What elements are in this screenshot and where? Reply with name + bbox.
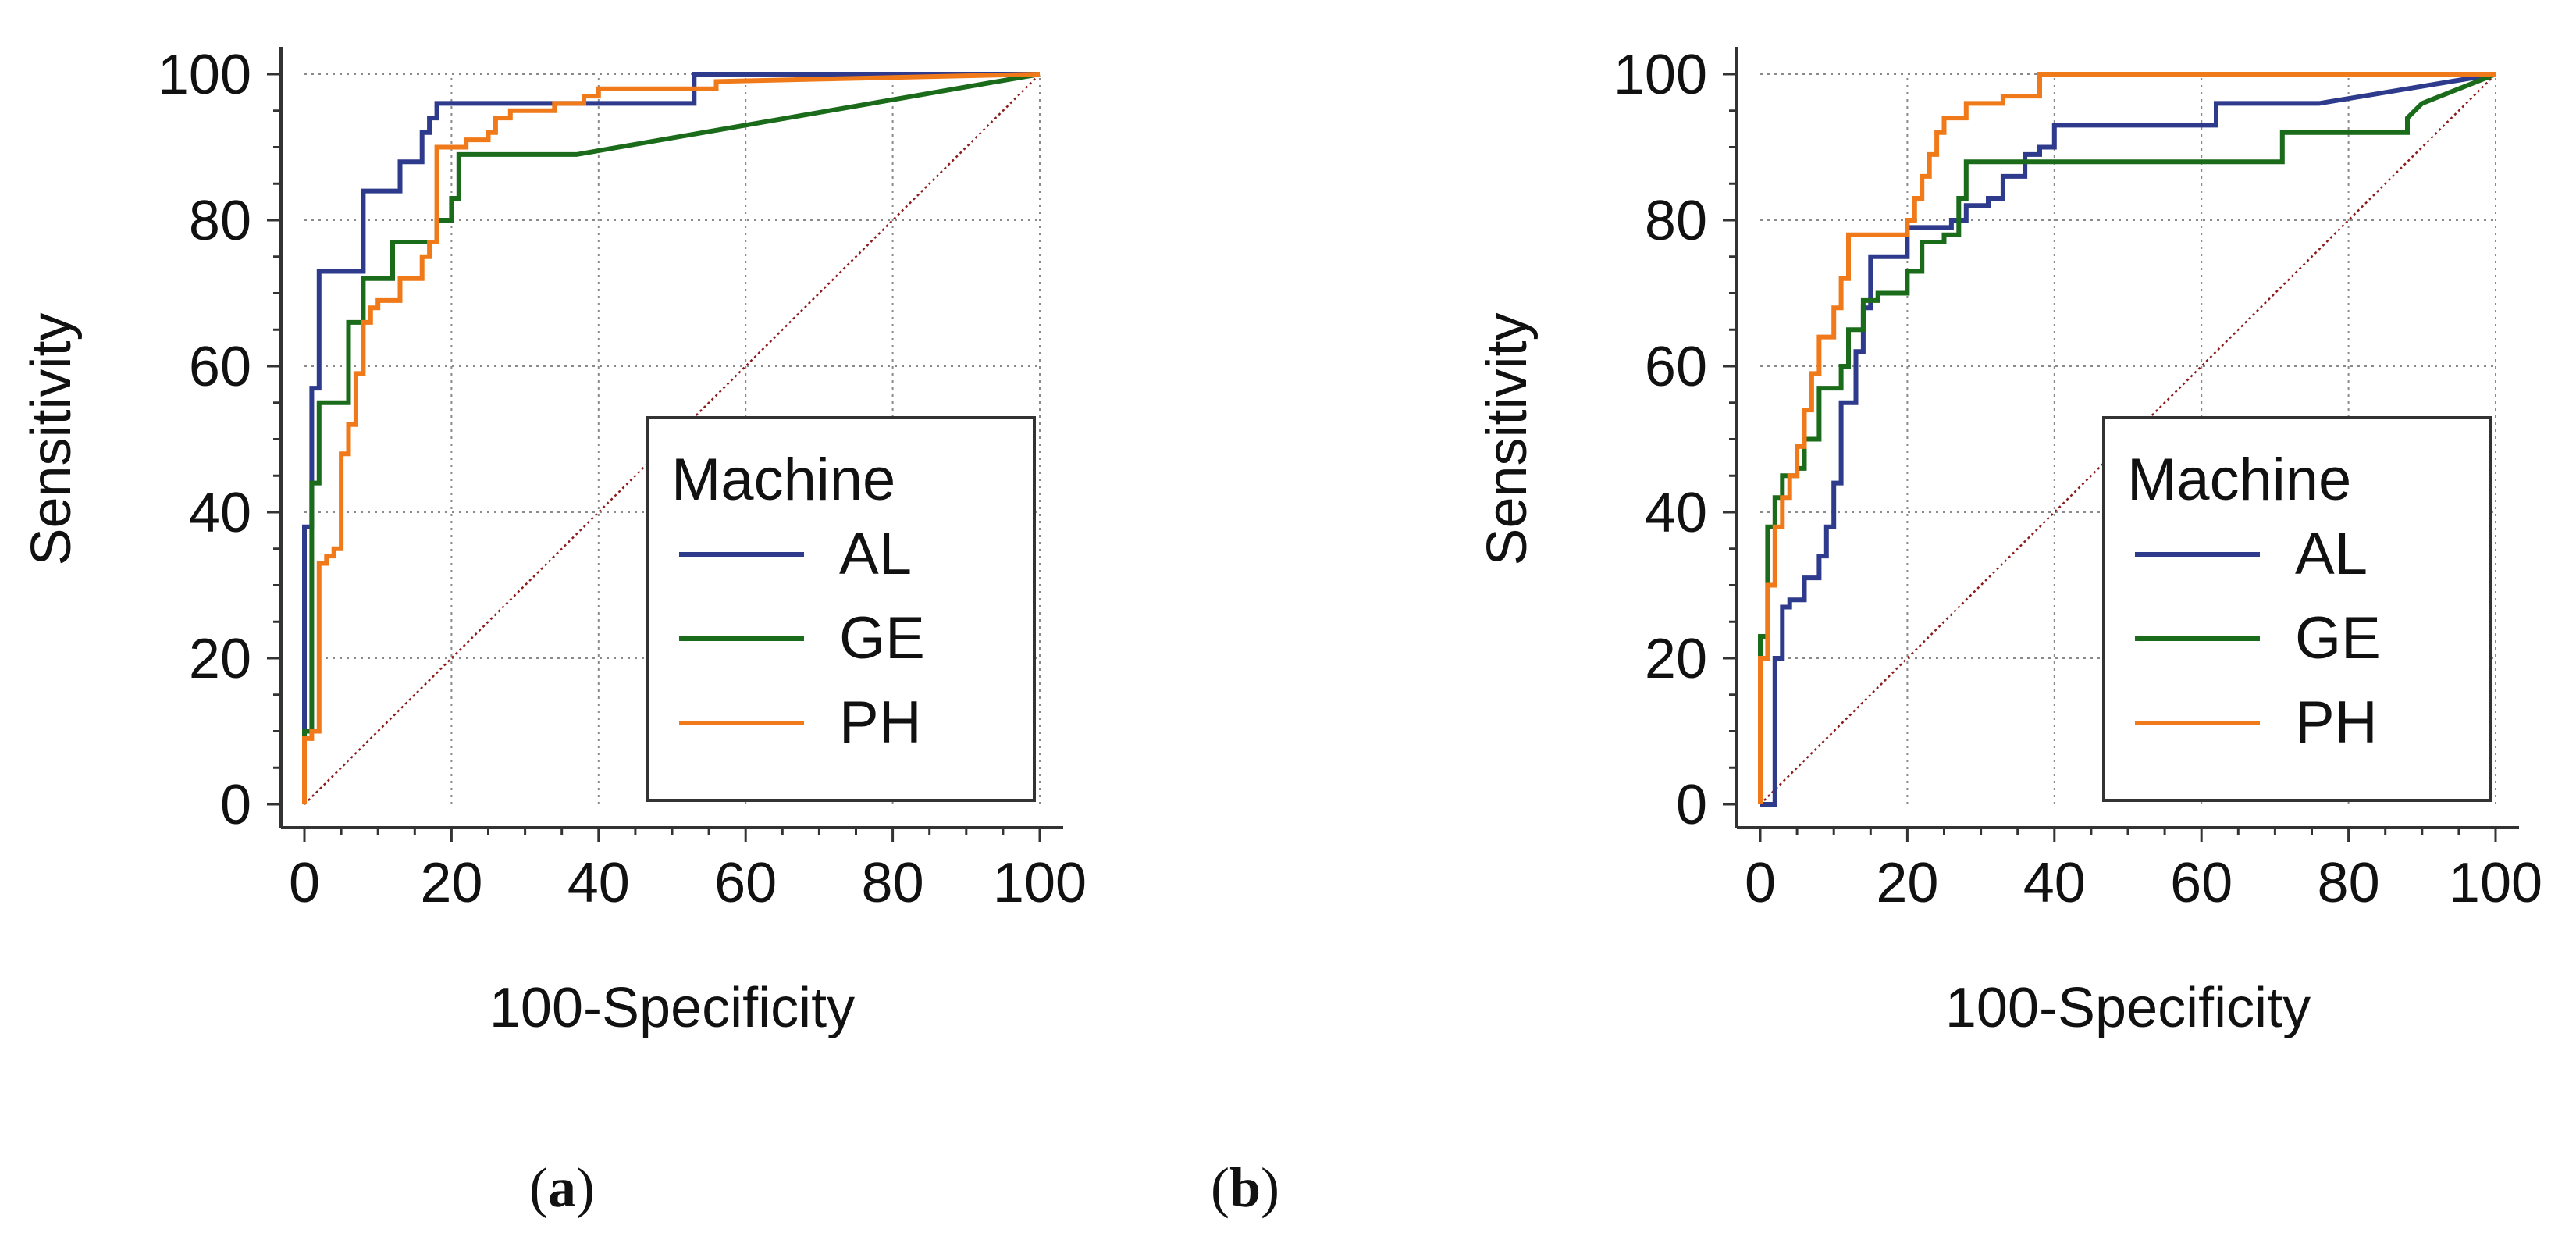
legend-title: Machine (671, 447, 895, 513)
y-tick-label: 40 (1645, 482, 1707, 544)
y-tick-label: 60 (189, 336, 251, 398)
y-tick-label: 20 (1645, 628, 1707, 690)
x-tick-label: 0 (289, 852, 320, 914)
y-tick-label: 0 (220, 774, 251, 836)
panel-label-b: (b) (1210, 1156, 1279, 1219)
y-tick-label: 80 (1645, 190, 1707, 252)
reference-diagonal-line (304, 73, 1041, 805)
series-line-ge (1758, 72, 2497, 804)
x-tick-label: 20 (420, 852, 482, 914)
x-tick-label: 0 (1745, 852, 1776, 914)
legend-label-al: AL (839, 521, 912, 587)
x-tick-label: 80 (2318, 852, 2380, 914)
x-tick-label: 20 (1876, 852, 1938, 914)
y-tick-label: 80 (189, 190, 251, 252)
y-tick-label: 0 (1676, 774, 1707, 836)
roc-chart-b: 0 20 40 60 80 100 0 20 40 60 80 100 100-Specificity S… (1476, 44, 2542, 1039)
x-axis-title: 100-Specificity (489, 977, 855, 1039)
y-axis-title: Sensitivity (20, 312, 83, 565)
legend-label-ge: GE (839, 605, 925, 672)
reference-diagonal-line (1759, 73, 2496, 805)
y-tick-label: 100 (158, 44, 251, 106)
x-tick-label: 60 (714, 852, 777, 914)
x-tick-label: 100 (2449, 852, 2542, 914)
series-line-ph (1758, 72, 2496, 804)
series-line-al (302, 72, 1040, 804)
legend-box (2102, 416, 2492, 802)
y-axis-title: Sensitivity (1476, 312, 1539, 565)
panel-label-a: (a) (529, 1156, 595, 1219)
series-line-al (1760, 72, 2496, 807)
roc-chart-a: 0 20 40 60 80 100 0 20 40 60 80 100 100-Specificity S… (20, 44, 1087, 1039)
chart-panel-b: 0 20 40 60 80 100 0 20 40 60 80 100 100-Specificity S… (1211, 0, 2576, 1254)
y-tick-label: 40 (189, 482, 251, 544)
x-tick-label: 100 (993, 852, 1087, 914)
x-tick-label: 60 (2170, 852, 2233, 914)
x-tick-label: 80 (862, 852, 924, 914)
chart-panel-a: 0 20 40 60 80 100 0 20 40 60 80 100 100-Specificity S… (20, 44, 1087, 1219)
legend-label-ph: PH (2295, 689, 2378, 756)
legend-label-ph: PH (839, 689, 922, 756)
x-tick-label: 40 (2023, 852, 2086, 914)
series-line-ph (302, 72, 1041, 804)
legend-title: Machine (2127, 447, 2351, 513)
x-tick-label: 40 (568, 852, 630, 914)
y-tick-label: 20 (189, 628, 251, 690)
legend-label-al: AL (2295, 521, 2368, 587)
series-line-ge (302, 72, 1041, 804)
y-tick-label: 60 (1645, 336, 1707, 398)
legend-label-ge: GE (2295, 605, 2381, 672)
legend-box (646, 416, 1036, 802)
y-tick-label: 100 (1614, 44, 1707, 106)
x-axis-title: 100-Specificity (1945, 977, 2311, 1039)
